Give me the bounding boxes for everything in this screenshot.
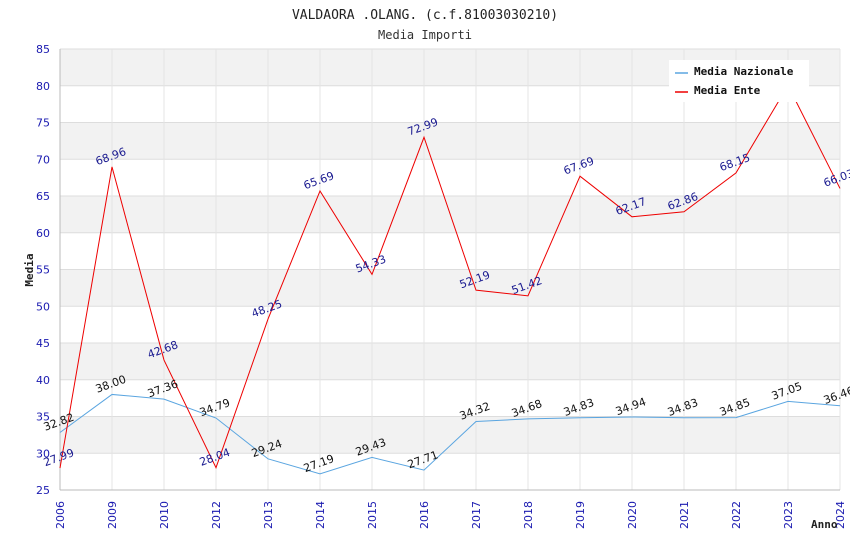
legend-label-media-nazionale: Media Nazionale <box>694 65 794 78</box>
plot-background <box>60 49 840 454</box>
x-tick-label: 2012 <box>210 501 223 529</box>
series-lines <box>59 84 841 475</box>
x-tick-label: 2010 <box>158 501 171 529</box>
y-axis-ticks: 25 30 35 40 45 50 55 60 65 70 75 80 85 <box>36 43 50 497</box>
x-tick-label: 2022 <box>730 501 743 529</box>
chart-title: VALDAORA .OLANG. (c.f.81003030210) <box>292 8 558 23</box>
y-tick-label: 60 <box>36 227 50 240</box>
x-tick-label: 2015 <box>366 501 379 529</box>
x-tick-label: 2023 <box>782 501 795 529</box>
y-tick-label: 50 <box>36 300 50 313</box>
y-tick-label: 55 <box>36 264 50 277</box>
y-tick-label: 40 <box>36 374 50 387</box>
legend-label-media-ente: Media Ente <box>694 84 761 97</box>
x-tick-label: 2016 <box>418 501 431 529</box>
x-tick-label: 2013 <box>262 501 275 529</box>
axes <box>59 49 840 491</box>
background-band <box>60 343 840 380</box>
data-label: 34.94 <box>614 395 648 418</box>
y-tick-label: 70 <box>36 153 50 166</box>
x-tick-label: 2009 <box>106 501 119 529</box>
y-tick-label: 30 <box>36 447 50 460</box>
data-label: 37.36 <box>146 377 180 400</box>
x-tick-label: 2021 <box>678 501 691 529</box>
x-tick-label: 2014 <box>314 501 327 529</box>
series-line-media-nazionale <box>59 393 841 475</box>
x-tick-label: 2006 <box>54 501 67 529</box>
y-tick-label: 75 <box>36 117 50 130</box>
background-band <box>60 122 840 160</box>
x-tick-label: 2019 <box>574 501 587 529</box>
legend-box <box>669 60 809 102</box>
y-tick-label: 45 <box>36 337 50 350</box>
data-label: 36.46 <box>822 384 850 407</box>
data-label: 34.83 <box>666 396 700 419</box>
legend: Media Nazionale Media Ente <box>669 60 809 102</box>
data-label: 37.05 <box>770 380 804 403</box>
x-tick-label: 2024 <box>834 501 847 529</box>
y-tick-label: 65 <box>36 190 50 203</box>
data-label: 34.85 <box>718 396 752 419</box>
y-tick-label: 35 <box>36 411 50 424</box>
chart-subtitle: Media Importi <box>378 28 472 42</box>
x-axis-label: Anno <box>811 518 838 531</box>
x-tick-label: 2018 <box>522 501 535 529</box>
y-tick-label: 80 <box>36 80 50 93</box>
y-tick-label: 85 <box>36 43 50 56</box>
background-band <box>60 416 840 454</box>
y-axis-label: Media <box>23 253 36 286</box>
x-axis-ticks: 2006 2009 2010 2012 2013 2014 2015 2016 2017 2018… <box>54 501 847 529</box>
data-label: 27.19 <box>302 452 336 475</box>
data-label: 34.83 <box>562 396 596 419</box>
background-band <box>60 269 840 307</box>
data-label: 34.79 <box>198 396 232 419</box>
data-label: 65.69 <box>302 169 336 192</box>
x-tick-label: 2017 <box>470 501 483 529</box>
series-line-media-ente <box>59 84 841 469</box>
y-tick-label: 25 <box>36 484 50 497</box>
data-label: 66.03 <box>822 167 850 190</box>
x-tick-label: 2020 <box>626 501 639 529</box>
